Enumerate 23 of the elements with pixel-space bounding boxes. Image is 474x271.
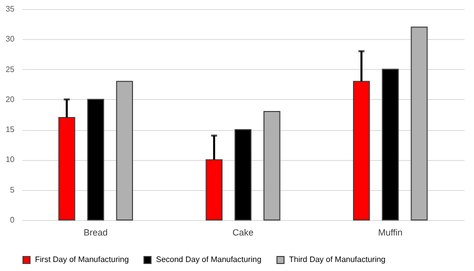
bar xyxy=(116,80,133,220)
x-tick-label: Muffin xyxy=(378,228,403,238)
bar xyxy=(353,80,370,220)
bar xyxy=(382,68,399,220)
legend-label: Third Day of Manufacturing xyxy=(289,254,386,264)
x-tick-label: Bread xyxy=(84,228,108,238)
y-tick-label: 10 xyxy=(6,155,16,164)
y-tick-label: 15 xyxy=(6,125,16,134)
y-tick-label: 20 xyxy=(6,94,16,104)
y-tick-label: 5 xyxy=(10,185,16,194)
bar xyxy=(410,26,428,220)
y-tick-label: 0 xyxy=(10,216,16,224)
bar xyxy=(58,117,76,220)
y-tick-label: 30 xyxy=(6,34,16,44)
bar xyxy=(234,129,252,220)
bar xyxy=(206,159,223,220)
y-tick-label: 35 xyxy=(6,4,16,14)
bar xyxy=(263,110,280,220)
y-tick-label: 25 xyxy=(6,64,16,74)
bar xyxy=(87,98,104,220)
x-tick-label: Cake xyxy=(232,228,254,238)
legend-label: Second Day of Manufacturing xyxy=(156,254,262,264)
legend-label: First Day of Manufacturing xyxy=(35,254,129,264)
